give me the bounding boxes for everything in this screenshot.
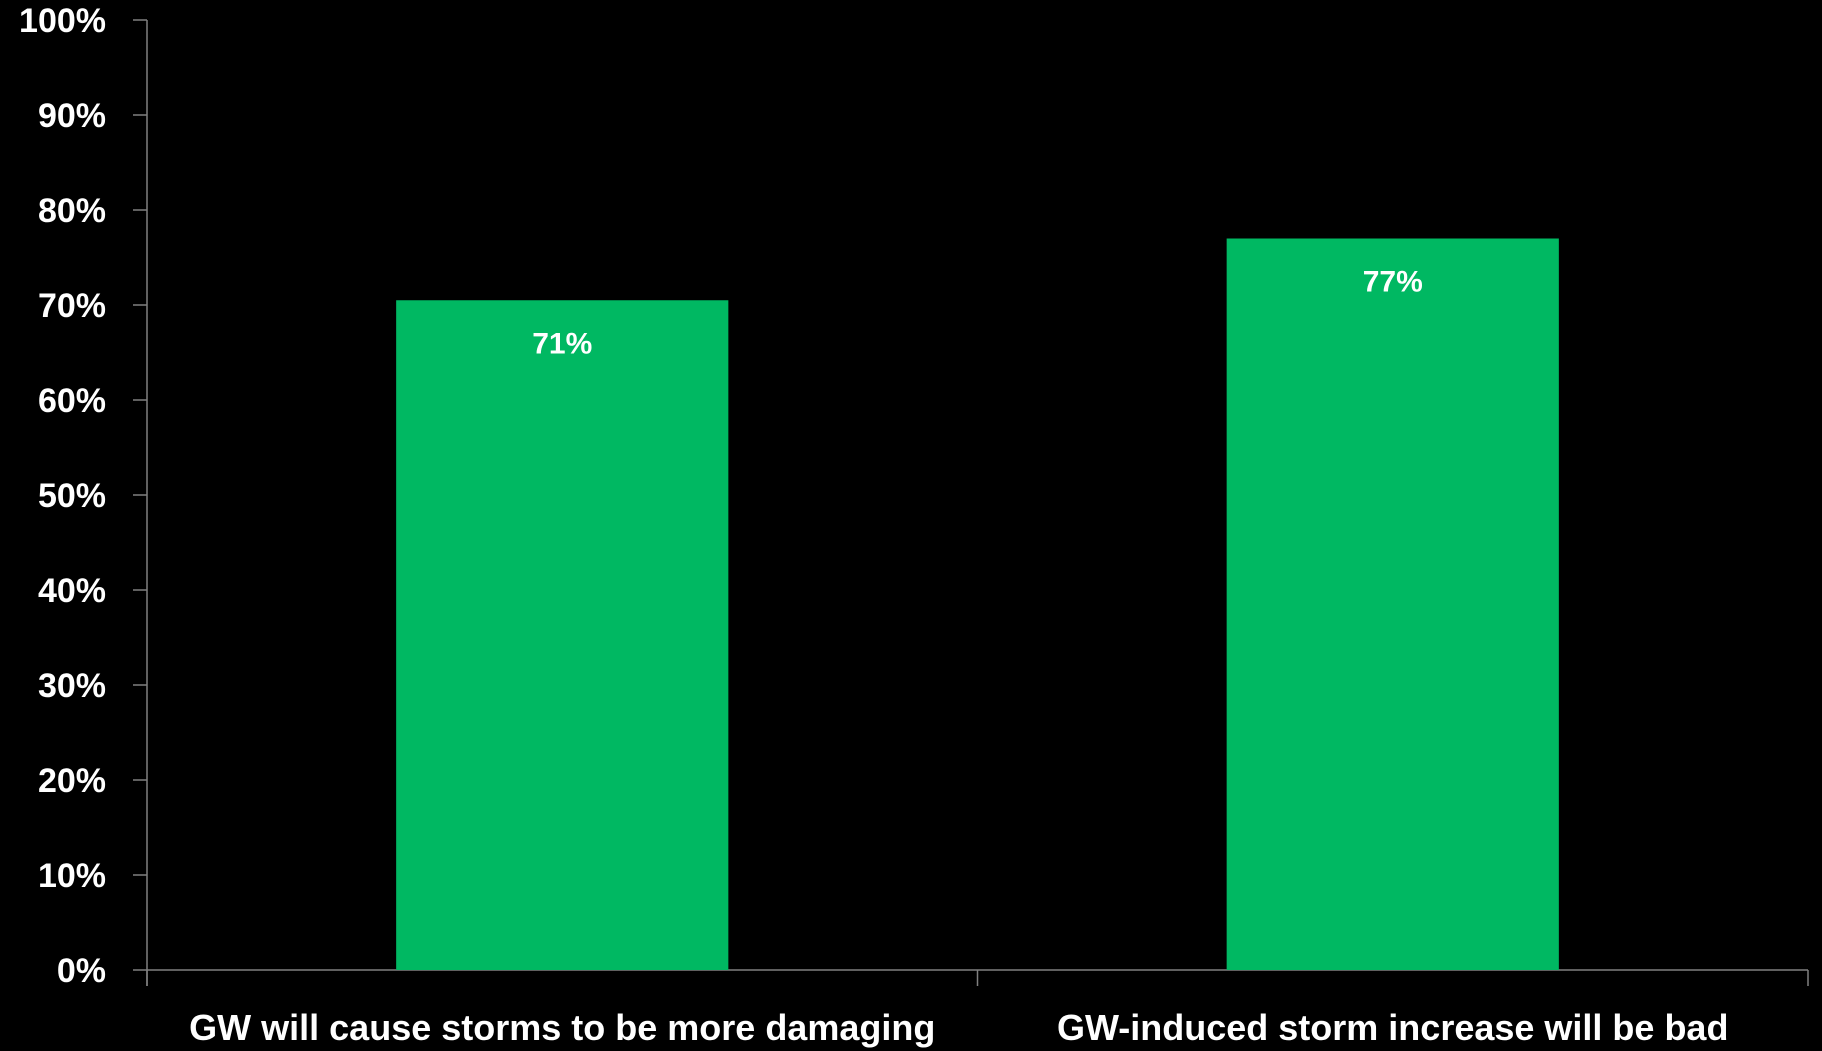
bar-data-label: 71% [532,327,592,360]
y-tick-label: 70% [38,287,106,325]
x-category-label: GW will cause storms to be more damaging [189,1007,935,1048]
y-tick-label: 20% [38,762,106,800]
x-category-label: GW-induced storm increase will be bad [1057,1007,1728,1048]
bars-group [396,238,1559,970]
y-axis-ticks: 0% 10% 20% 30% 40% 50% 60% 70% 80% 90% 100% [19,2,147,990]
bar [1226,238,1559,970]
y-tick-label: 30% [38,667,106,705]
x-axis-ticks [146,970,1809,986]
y-tick-label: 40% [38,572,106,610]
y-tick-label: 60% [38,382,106,420]
category-labels-group: GW will cause storms to be more damaging… [189,1007,1728,1048]
bar [396,300,729,970]
y-tick-label: 100% [19,2,106,40]
y-tick-label: 50% [38,477,106,515]
y-tick-label: 10% [38,857,106,895]
y-tick-label: 80% [38,192,106,230]
data-labels-group: 71% 77% [532,266,1423,361]
y-tick-label: 90% [38,97,106,135]
bar-data-label: 77% [1363,266,1423,299]
y-tick-label: 0% [57,952,106,990]
